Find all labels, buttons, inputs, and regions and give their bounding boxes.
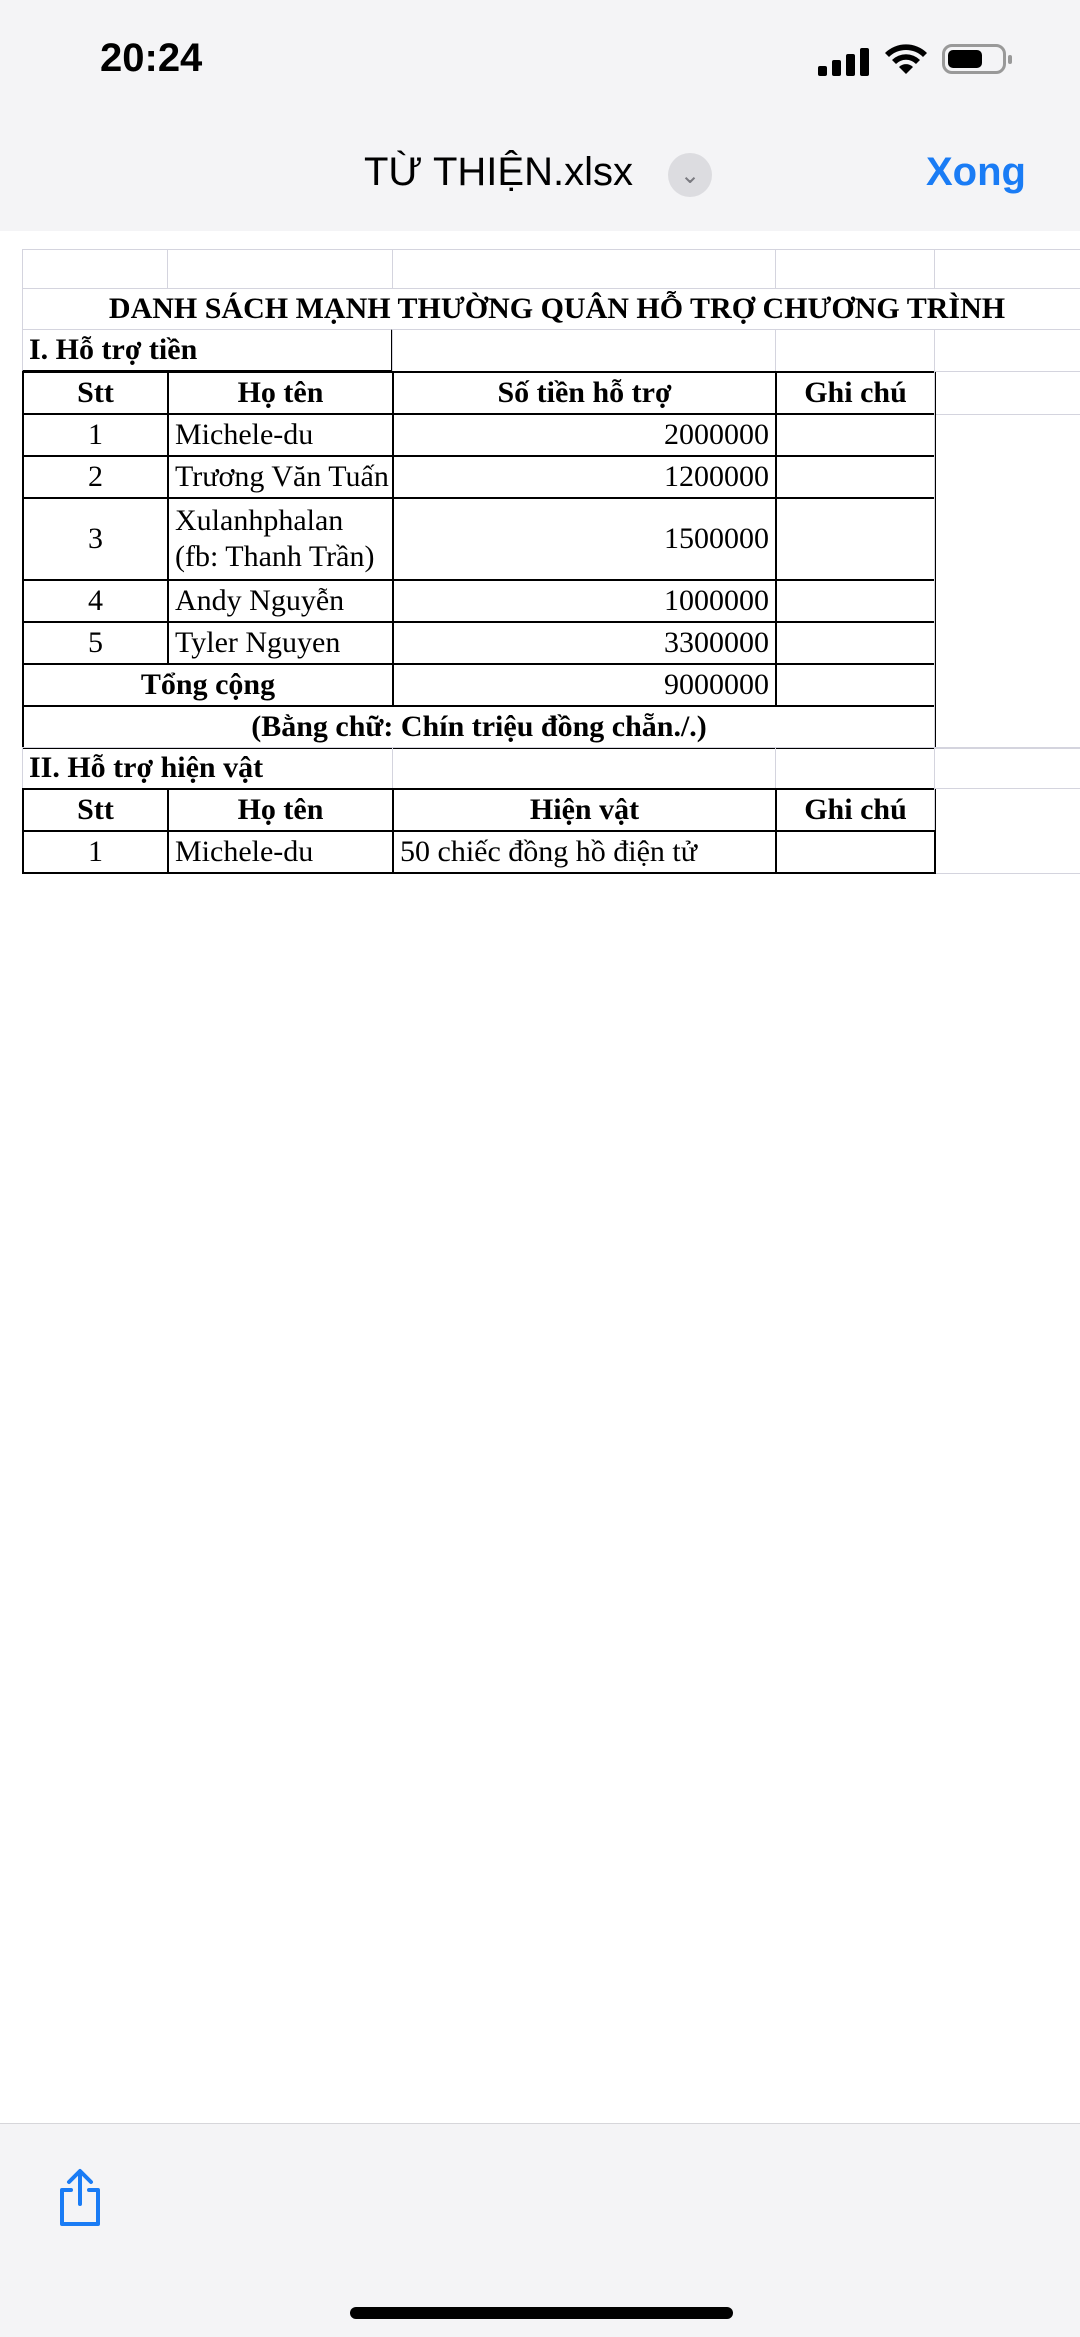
bottom-toolbar — [0, 2123, 1080, 2337]
cell-amount[interactable]: 3300000 — [392, 621, 777, 665]
chevron-down-icon[interactable]: ⌄ — [668, 153, 712, 197]
cell[interactable] — [392, 747, 776, 789]
column-header-name[interactable]: Họ tên — [167, 371, 394, 415]
spreadsheet[interactable]: DANH SÁCH MẠNH THƯỜNG QUÂN HỖ TRỢ CHƯƠNG… — [0, 231, 1080, 2123]
cell-stt[interactable]: 4 — [22, 579, 169, 623]
column-header-note[interactable]: Ghi chú — [775, 371, 936, 415]
cell-amount[interactable]: 2000000 — [392, 413, 777, 457]
cell-note[interactable] — [775, 579, 936, 623]
done-button[interactable]: Xong — [926, 150, 1026, 194]
cell[interactable] — [392, 249, 776, 289]
sheet-title[interactable]: DANH SÁCH MẠNH THƯỜNG QUÂN HỖ TRỢ CHƯƠNG… — [22, 288, 1080, 330]
cell[interactable] — [22, 249, 168, 289]
cell-note[interactable] — [775, 413, 936, 457]
cell[interactable] — [775, 249, 935, 289]
cell-name-line2: (fb: Thanh Trần) — [175, 540, 375, 573]
section1-heading[interactable]: I. Hỗ trợ tiền — [22, 329, 393, 372]
cell-stt[interactable]: 5 — [22, 621, 169, 665]
cell-amount[interactable]: 1000000 — [392, 579, 777, 623]
cell-note[interactable] — [775, 621, 936, 665]
cell-note[interactable] — [775, 497, 936, 581]
cell-name[interactable]: Tyler Nguyen — [167, 621, 394, 665]
cell-name-line1: Xulanhphalan — [175, 504, 344, 537]
cell[interactable] — [392, 329, 776, 372]
cell-note[interactable] — [775, 830, 936, 874]
share-icon[interactable] — [54, 2168, 106, 2228]
cell[interactable] — [775, 329, 935, 372]
cell[interactable] — [934, 413, 1080, 749]
cell-note[interactable] — [775, 455, 936, 499]
column-header-item[interactable]: Hiện vật — [392, 788, 777, 832]
column-header-name[interactable]: Họ tên — [167, 788, 394, 832]
cell-name[interactable]: Trương Văn Tuấn — [167, 455, 394, 499]
cell-stt[interactable]: 1 — [22, 413, 169, 457]
document-title[interactable]: TỪ THIỆN.xlsx — [364, 150, 633, 194]
cell[interactable] — [775, 747, 935, 789]
column-header-amount[interactable]: Số tiền hỗ trợ — [392, 371, 777, 415]
cell-stt[interactable]: 2 — [22, 455, 169, 499]
total-label[interactable]: Tổng cộng — [22, 663, 394, 707]
status-time: 20:24 — [100, 36, 203, 80]
cell-name[interactable]: Xulanhphalan (fb: Thanh Trần) — [167, 497, 394, 581]
cell-stt[interactable]: 1 — [22, 830, 169, 874]
home-indicator[interactable] — [350, 2307, 733, 2319]
cell[interactable] — [934, 249, 1080, 289]
cell[interactable] — [934, 371, 1080, 415]
cell-amount[interactable]: 1200000 — [392, 455, 777, 499]
column-header-stt[interactable]: Stt — [22, 371, 169, 415]
cell[interactable] — [167, 249, 393, 289]
cell-note[interactable] — [775, 663, 936, 707]
battery-icon — [942, 44, 1012, 74]
total-amount[interactable]: 9000000 — [392, 663, 777, 707]
column-header-stt[interactable]: Stt — [22, 788, 169, 832]
cell-name[interactable]: Andy Nguyễn — [167, 579, 394, 623]
section2-heading[interactable]: II. Hỗ trợ hiện vật — [22, 747, 393, 789]
cell-name[interactable]: Michele-du — [167, 830, 394, 874]
cell-name[interactable]: Michele-du — [167, 413, 394, 457]
column-header-note[interactable]: Ghi chú — [775, 788, 936, 832]
cell[interactable] — [934, 788, 1080, 874]
cell-stt[interactable]: 3 — [22, 497, 169, 581]
top-bar: 20:24 TỪ THIỆN.xlsx ⌄ Xong — [0, 0, 1080, 232]
cell-item[interactable]: 50 chiếc đồng hồ điện tử — [392, 830, 777, 874]
total-in-words[interactable]: (Bằng chữ: Chín triệu đồng chẵn./.) — [22, 705, 936, 749]
cell-amount[interactable]: 1500000 — [392, 497, 777, 581]
cellular-signal-icon — [818, 48, 869, 76]
wifi-icon — [885, 44, 927, 74]
cell[interactable] — [934, 329, 1080, 372]
cell[interactable] — [934, 747, 1080, 789]
